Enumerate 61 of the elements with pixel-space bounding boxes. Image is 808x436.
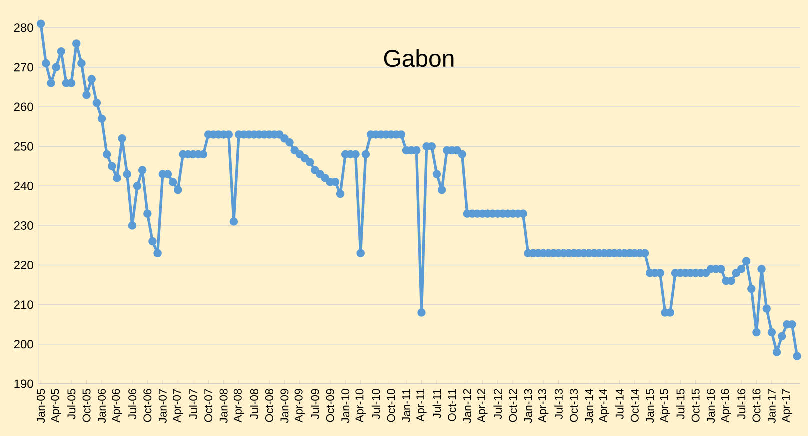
- x-tick-label: Jan-06: [98, 389, 106, 424]
- x-tick-label: Jan-16: [707, 389, 716, 424]
- x-tick-label: Jan-17: [768, 389, 776, 424]
- x-tick-label: Jan-14: [585, 389, 594, 424]
- x-tick-label: Jan-12: [463, 389, 472, 424]
- x-tick-label: Apr-15: [660, 389, 670, 423]
- x-tick-label: Jul-15: [676, 389, 685, 420]
- x-tick-label: Apr-05: [51, 389, 62, 423]
- x-tick-label: Jul-08: [250, 389, 258, 420]
- x-tick-label: Apr-12: [478, 389, 488, 423]
- x-tick-label: Jan-09: [280, 389, 289, 424]
- y-tick-label: 230: [14, 221, 34, 230]
- y-tick-label: 190: [14, 380, 34, 388]
- x-tick-label: Jul-05: [67, 389, 76, 420]
- x-tick-label: Apr-11: [416, 389, 427, 422]
- y-tick-label: 220: [14, 261, 34, 270]
- y-tick-label: 200: [14, 340, 34, 349]
- y-tick-label: 240: [14, 182, 34, 190]
- x-tick-label: Jan-05: [37, 389, 46, 424]
- x-tick-label: Jul-13: [554, 389, 563, 420]
- y-tick-label: 210: [14, 300, 34, 310]
- x-tick-label: Oct-07: [204, 389, 213, 422]
- x-tick-label: Jul-07: [189, 389, 198, 420]
- x-tick-label: Apr-06: [112, 389, 122, 423]
- y-tick-label: 260: [14, 102, 34, 112]
- x-tick-label: Apr-07: [172, 389, 184, 423]
- x-tick-label: Apr-14: [599, 389, 610, 423]
- x-tick-label: Oct-06: [144, 389, 152, 422]
- x-tick-label: Jan-10: [342, 389, 350, 424]
- x-tick-label: Apr-17: [782, 389, 792, 423]
- x-tick-label: Oct-11: [448, 389, 456, 422]
- x-tick-label: Oct-14: [630, 389, 639, 422]
- x-tick-label: Apr-09: [294, 389, 306, 423]
- text: Gabon: [384, 50, 454, 68]
- x-tick-label: Jul-14: [616, 389, 624, 420]
- x-tick-label: Apr-13: [538, 389, 549, 423]
- x-tick-label: Oct-15: [692, 389, 700, 422]
- x-tick-label: Oct-13: [570, 389, 578, 422]
- x-tick-label: Jul-06: [128, 389, 137, 420]
- x-tick-label: Jul-16: [737, 389, 746, 420]
- y-tick-label: 280: [14, 24, 34, 32]
- x-tick-label: Apr-16: [721, 389, 732, 423]
- x-tick-label: Oct-09: [326, 389, 334, 422]
- x-tick-label: Jan-13: [524, 389, 532, 424]
- x-tick-label: Jan-07: [158, 389, 167, 424]
- x-tick-label: Jul-12: [494, 389, 502, 420]
- x-tick-label: Oct-16: [752, 389, 761, 422]
- x-tick-label: Oct-12: [509, 389, 518, 422]
- x-tick-label: Oct-05: [82, 389, 91, 422]
- x-tick-label: Oct-10: [387, 389, 396, 422]
- x-tick-label: Jul-09: [310, 389, 320, 420]
- y-tick-label: 270: [14, 63, 34, 72]
- x-tick-label: Jul-11: [432, 389, 442, 419]
- x-tick-label: Jan-11: [402, 389, 410, 422]
- x-tick-label: Jan-15: [646, 389, 654, 424]
- y-tick-label: 250: [14, 142, 34, 151]
- x-tick-label: Apr-08: [234, 389, 244, 423]
- x-tick-label: Oct-08: [265, 389, 274, 422]
- x-tick-label: Apr-10: [356, 389, 366, 423]
- x-tick-label: Jul-10: [372, 389, 380, 420]
- x-tick-label: Jan-08: [220, 389, 228, 424]
